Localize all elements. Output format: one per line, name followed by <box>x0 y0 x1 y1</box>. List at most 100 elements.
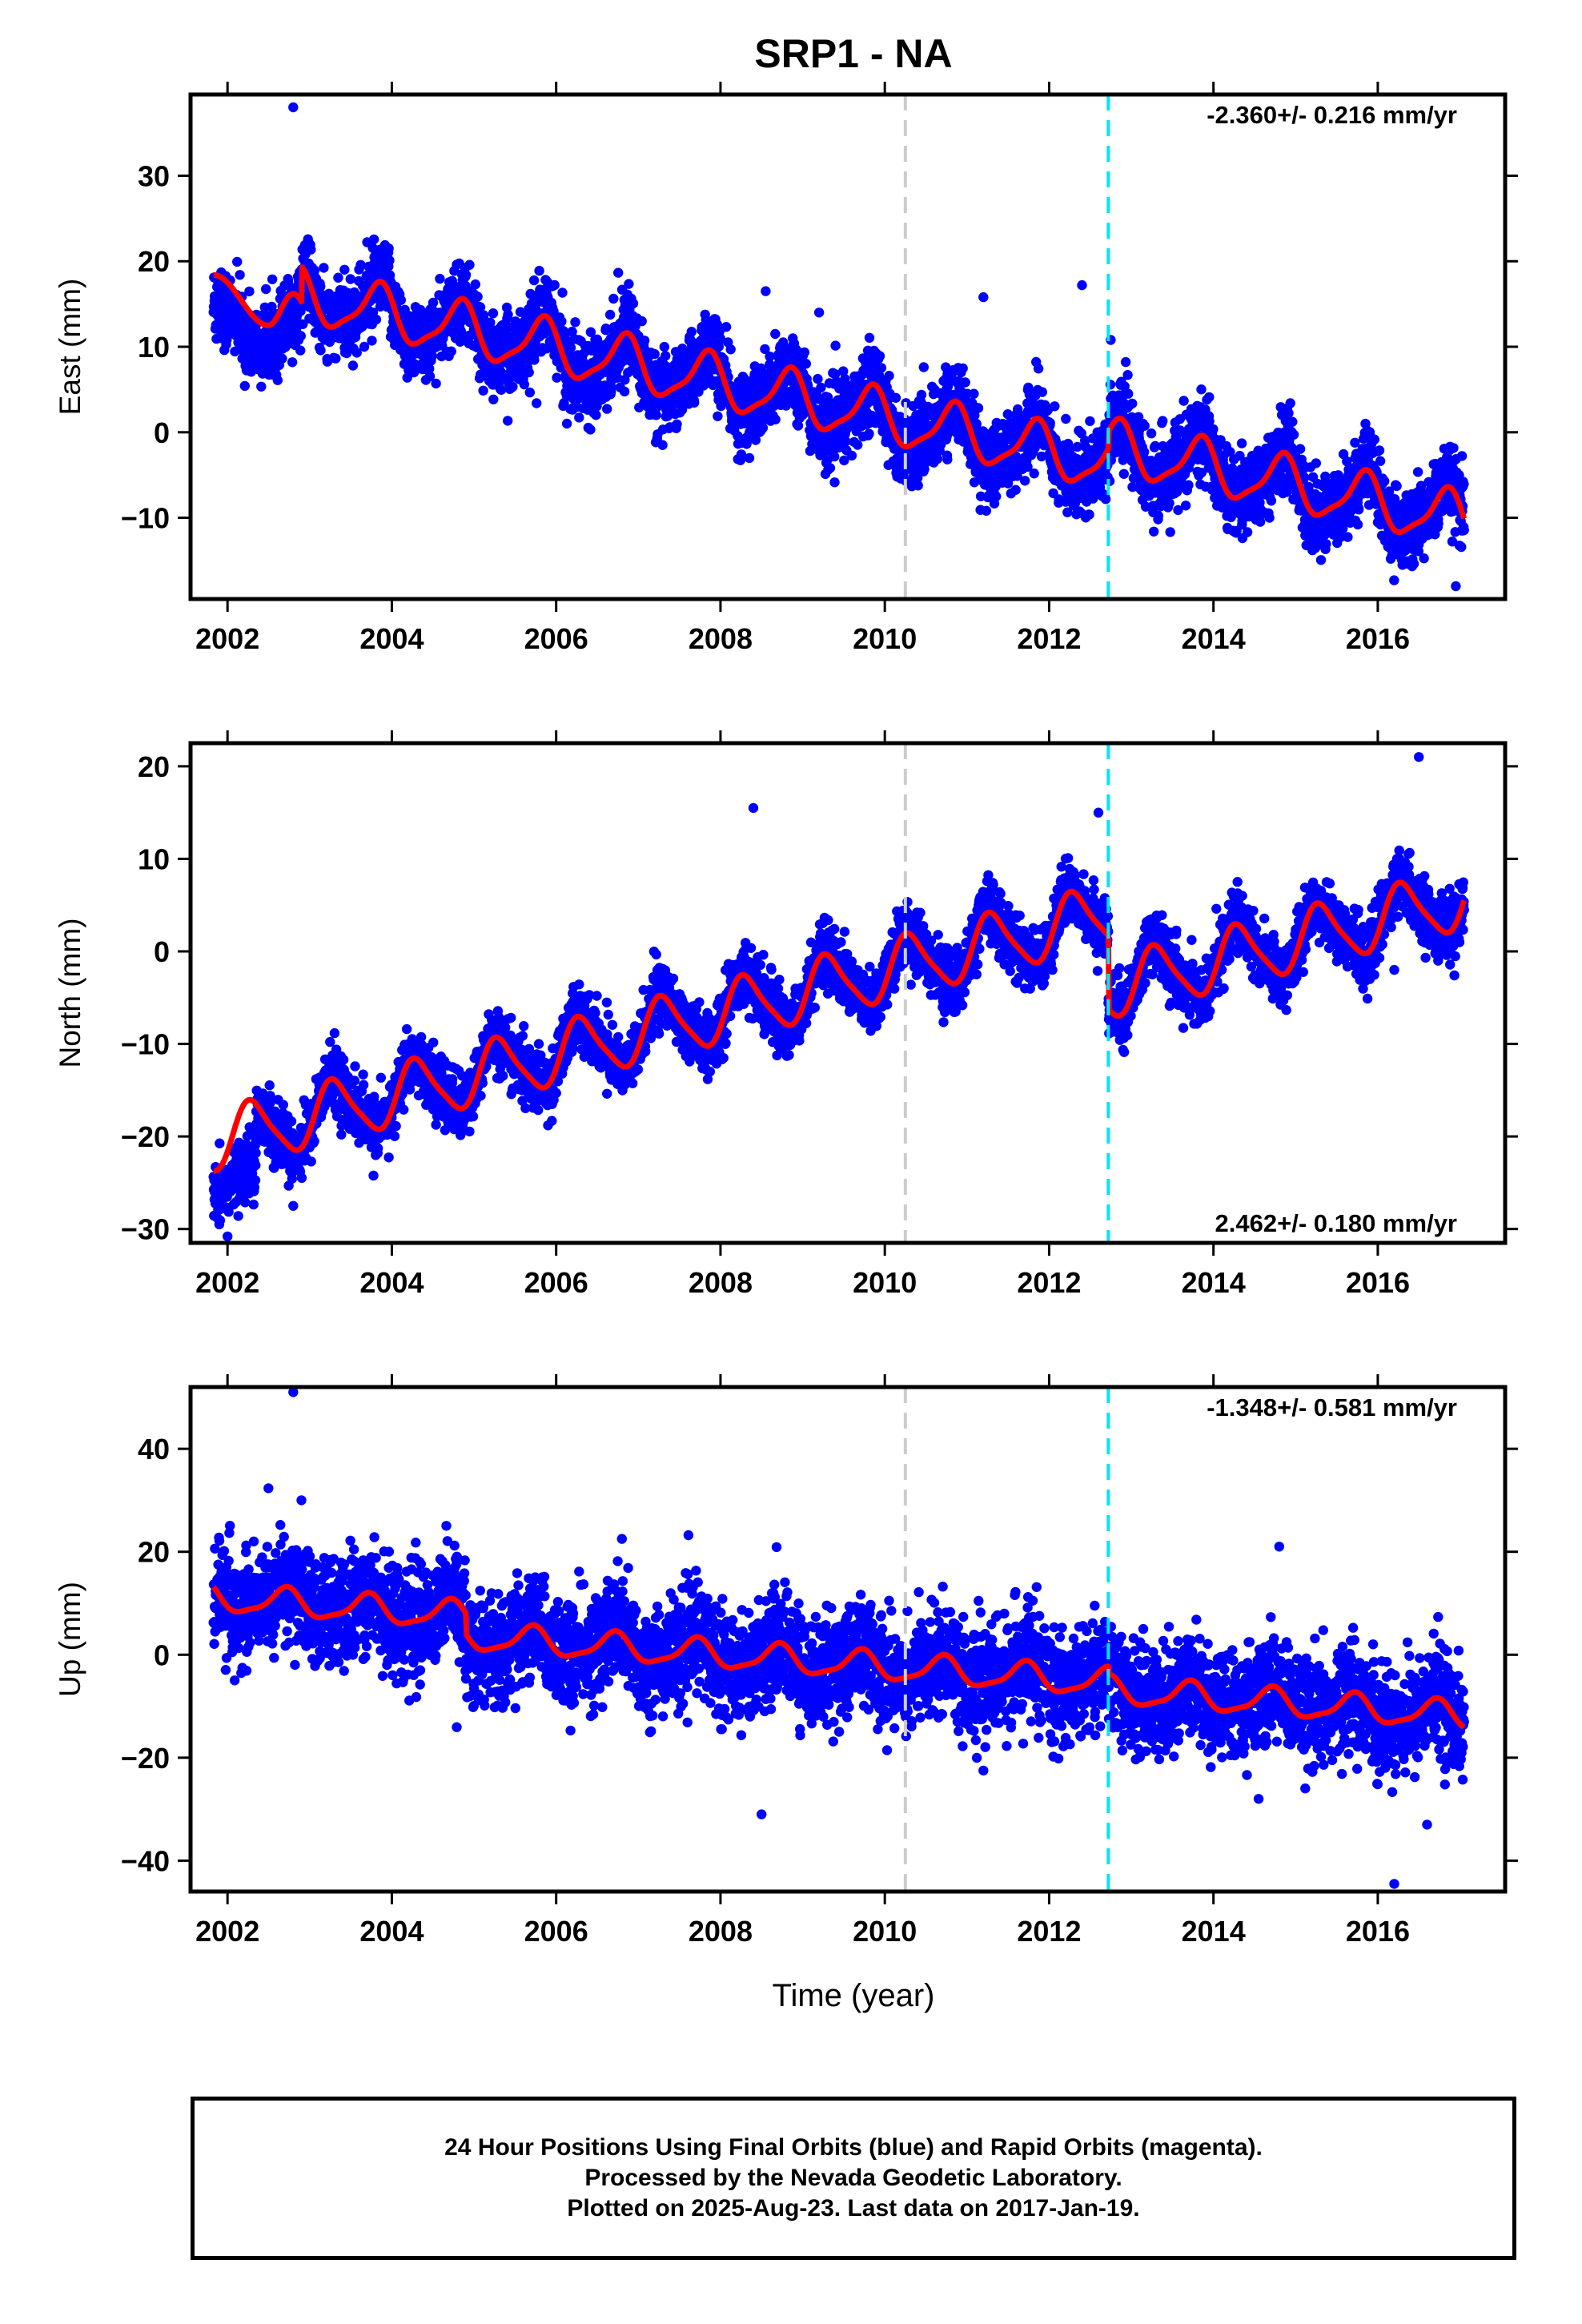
east-data-point <box>715 333 725 344</box>
east-data-point <box>319 263 329 273</box>
east-data-point <box>384 270 396 280</box>
east-data-point <box>846 450 857 461</box>
east-data-point <box>235 270 245 280</box>
east-data-point <box>524 387 535 398</box>
east-final-orbit-points <box>208 102 1469 592</box>
east-data-point <box>345 274 355 284</box>
east-data-point <box>608 293 619 304</box>
east-data-point <box>657 440 668 450</box>
east-data-point <box>612 372 623 383</box>
east-data-point <box>1010 485 1021 495</box>
east-data-point <box>661 351 671 361</box>
east-data-point <box>295 331 306 341</box>
east-data-point <box>309 265 320 275</box>
east-data-point <box>557 287 568 298</box>
east-data-point <box>295 306 306 316</box>
east-data-point <box>649 348 660 360</box>
east-data-point <box>981 505 992 516</box>
east-data-point <box>689 397 700 408</box>
east-data-point <box>744 452 755 464</box>
east-data-point <box>1236 438 1247 448</box>
east-data-point <box>402 372 412 383</box>
east-data-point <box>396 295 406 305</box>
east-data-point <box>1127 398 1138 409</box>
east-data-point <box>829 451 840 462</box>
east-data-point <box>552 372 562 383</box>
east-data-point <box>1288 429 1299 440</box>
east-data-point <box>991 491 1002 502</box>
east-data-point <box>913 480 923 491</box>
east-data-point <box>1084 509 1094 520</box>
east-data-point <box>890 392 901 403</box>
east-data-point <box>503 309 513 320</box>
east-data-point <box>549 279 560 291</box>
east-data-point <box>298 319 308 329</box>
east-plot-area <box>208 102 1469 592</box>
east-data-point <box>825 463 836 473</box>
east-data-point <box>1118 468 1130 479</box>
east-data-point <box>368 234 379 245</box>
east-data-point <box>1139 420 1150 431</box>
east-data-point <box>918 362 930 372</box>
east-data-point <box>801 359 811 369</box>
east-data-point <box>1295 444 1306 454</box>
east-data-point <box>672 419 682 429</box>
east-data-point <box>750 435 761 445</box>
east-data-point <box>1146 428 1157 439</box>
east-data-point <box>1287 416 1298 427</box>
east-data-point <box>277 353 287 364</box>
east-data-point <box>532 398 542 408</box>
east-data-point <box>347 360 359 371</box>
east-data-point <box>435 273 445 284</box>
east-data-point <box>778 337 789 348</box>
east-data-point <box>624 279 634 289</box>
east-data-point <box>384 255 395 266</box>
east-data-point <box>1020 476 1030 486</box>
east-data-point <box>488 308 499 319</box>
east-data-point <box>1204 392 1215 403</box>
east-data-point <box>1264 513 1275 523</box>
east-data-point <box>339 264 350 275</box>
east-data-point <box>1196 384 1207 395</box>
east-data-point <box>793 420 804 431</box>
east-data-point <box>428 297 439 308</box>
east-data-point <box>383 243 394 254</box>
east-data-point <box>427 351 437 361</box>
east-data-point <box>1072 441 1082 452</box>
east-data-point <box>602 404 612 414</box>
east-data-point <box>424 364 435 374</box>
east-data-point <box>1283 408 1294 419</box>
east-data-point <box>503 416 513 426</box>
east-data-point <box>1315 555 1327 565</box>
east-data-point <box>359 341 370 352</box>
east-data-point <box>1242 527 1253 537</box>
east-data-point <box>830 340 841 351</box>
east-data-point <box>272 375 283 385</box>
east-data-point <box>659 341 669 352</box>
east-data-point <box>636 316 647 327</box>
east-data-point <box>351 348 362 358</box>
east-data-point <box>488 394 499 404</box>
east-data-point <box>639 336 650 346</box>
east-data-point <box>874 351 885 361</box>
east-data-point <box>1100 494 1111 505</box>
east-data-point <box>813 373 823 384</box>
east-data-point <box>1208 424 1219 435</box>
east-data-point <box>1120 356 1131 368</box>
east-data-point <box>333 272 343 283</box>
east-data-point <box>239 380 250 392</box>
east-data-point <box>1183 480 1194 490</box>
east-data-point <box>470 279 480 290</box>
east-data-point <box>585 327 596 337</box>
east-data-point <box>367 336 377 346</box>
east-data-point <box>508 381 518 392</box>
east-data-point <box>1029 468 1039 479</box>
east-data-point <box>534 265 544 276</box>
east-data-point <box>606 382 616 392</box>
east-data-point <box>604 309 616 320</box>
east-data-point <box>1180 501 1191 511</box>
east-data-point <box>1033 364 1044 374</box>
east-data-point <box>1164 498 1174 509</box>
